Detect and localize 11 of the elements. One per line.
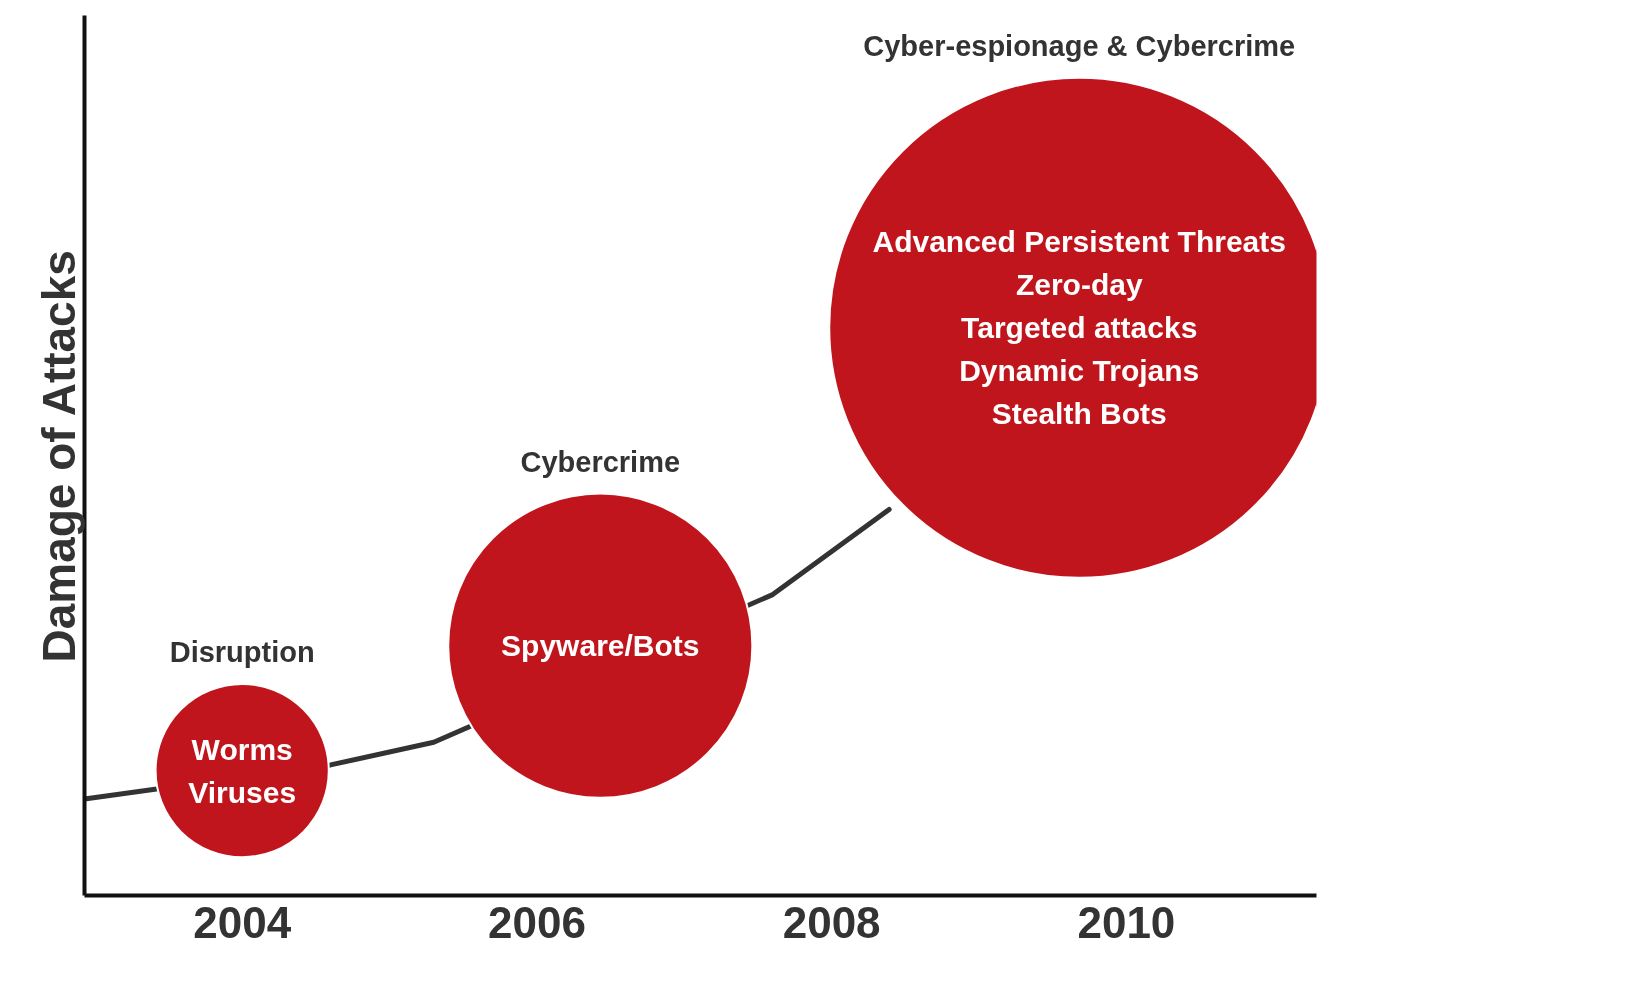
annotation: Advanced Persistent Threats Zero-day Targeted attacks Dynamic Trojans Stealth Bots — [872, 225, 1286, 431]
x-tick-label: 2010 — [1077, 897, 1176, 947]
text: Cyber-espionage & Cybercrime — [863, 29, 1296, 62]
annotation: Cybercrime — [520, 445, 681, 478]
x-tick-label: 2008 — [782, 897, 881, 947]
y-axis-title: Damage of Attacks — [32, 250, 85, 663]
annotation: Worms Viruses — [188, 732, 297, 809]
x-tick-label: 2004 — [193, 897, 292, 947]
x-tick-label: 2006 — [487, 897, 586, 947]
annotation: Disruption — [169, 635, 315, 668]
annotation: Spyware/Bots — [501, 629, 700, 663]
